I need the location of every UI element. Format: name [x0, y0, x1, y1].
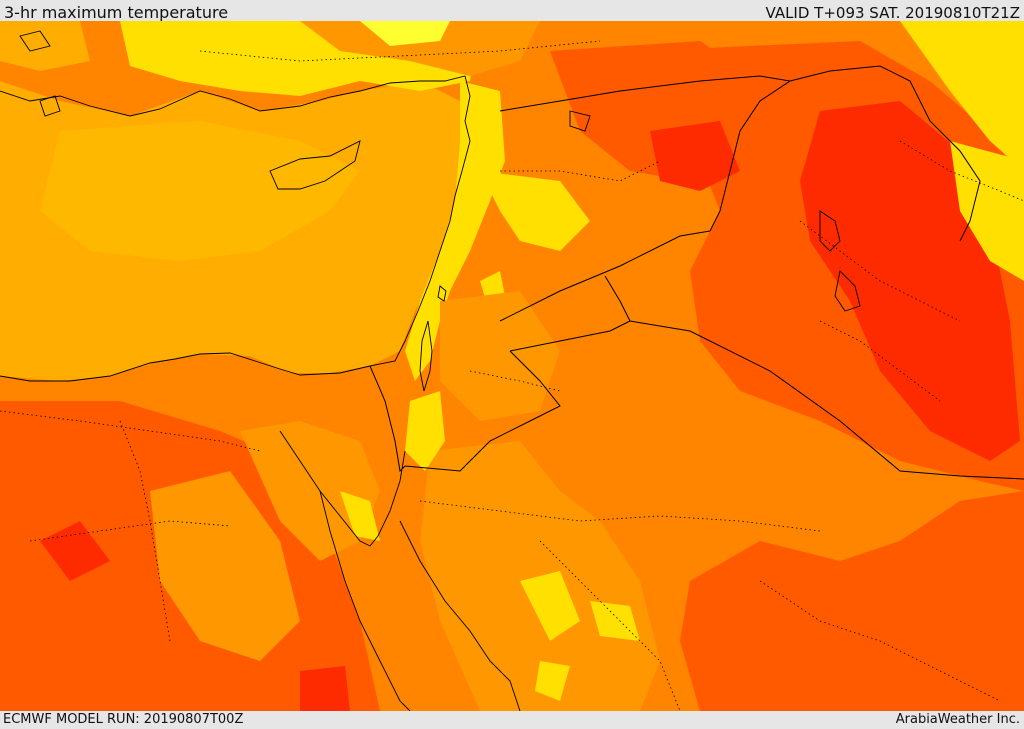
- temp-zone-orange-turkey: [300, 21, 540, 76]
- cyprus-island: [269, 140, 361, 190]
- jordan-saudi-south-boundary: [404, 350, 561, 472]
- egypt-israel-boundary: [369, 365, 406, 473]
- temp-zone-orange-egypt: [150, 471, 300, 661]
- aegean-island-coast: [19, 30, 51, 52]
- gulf-of-suez-coast: [279, 430, 371, 547]
- turkey-coastline: [0, 75, 471, 142]
- lake-razazza: [834, 270, 861, 312]
- credit-label: ArabiaWeather Inc.: [895, 712, 1020, 727]
- temp-zone-yellow-ne: [900, 21, 1024, 171]
- header-bar: 3-hr maximum temperature VALID T+093 SAT…: [0, 0, 1024, 22]
- lake-assad: [569, 110, 591, 132]
- saudi-iraq-boundary: [629, 320, 1024, 480]
- lake-tiberias: [437, 285, 447, 302]
- province-border-jordan-1: [469, 370, 561, 392]
- temperature-map-svg: [0, 21, 1024, 711]
- temp-zone-yellow-syria: [480, 171, 590, 251]
- red-sea-west-coast: [319, 490, 411, 711]
- temp-zone-yellow-hijaz-2: [590, 601, 640, 641]
- temp-zone-yellow-deadsea: [405, 391, 445, 471]
- sea-west-bay: [0, 21, 90, 71]
- valid-time: VALID T+093 SAT. 20190810T21Z: [765, 4, 1020, 22]
- temp-zone-deep-saudi: [680, 491, 1024, 711]
- egypt-coastline: [0, 352, 371, 382]
- temp-zone-yellow-hijaz: [520, 571, 580, 641]
- temp-zone-yellow-levant: [405, 81, 505, 381]
- gulf-of-aqaba-coast: [369, 450, 406, 547]
- sea-lighter-patch: [40, 121, 360, 261]
- temp-zone-yellow-aqaba: [340, 491, 380, 541]
- jordan-boundary: [499, 230, 711, 322]
- temp-zone-red-syria: [650, 121, 740, 191]
- temp-zone-red-egypt-2: [40, 521, 110, 581]
- map-title: 3-hr maximum temperature: [4, 3, 229, 22]
- aegean-island-coast-2: [39, 95, 61, 117]
- footer-bar: ECMWF MODEL RUN: 20190807T00Z ArabiaWeat…: [0, 711, 1024, 729]
- dead-sea-coast: [419, 320, 433, 392]
- red-sea-east-coast: [399, 520, 521, 711]
- province-border-egypt-2: [119, 420, 171, 642]
- province-border-turkey-1: [199, 40, 601, 62]
- jordan-saudi-boundary: [509, 275, 631, 352]
- province-border-iraq-1: [799, 220, 961, 322]
- temp-zone-orange-jordan: [440, 291, 560, 421]
- province-border-saudi-3: [759, 580, 1001, 702]
- province-border-egypt-3: [29, 520, 231, 542]
- temp-zone-orange-sinai: [240, 421, 380, 561]
- temperature-map: [0, 21, 1024, 711]
- province-border-saudi-2: [539, 540, 681, 711]
- temp-zone-paleyellow-north: [360, 21, 450, 46]
- model-run-label: ECMWF MODEL RUN: 20190807T00Z: [3, 712, 244, 727]
- temp-zone-red-egypt: [300, 666, 350, 711]
- province-border-syria-1: [500, 160, 661, 182]
- lake-tharthar: [819, 210, 841, 252]
- iraq-iran-boundary: [789, 65, 981, 242]
- temp-zone-yellow-south: [535, 661, 570, 701]
- temp-zone-yellow-zagros: [950, 141, 1024, 281]
- levant-coastline: [369, 140, 471, 367]
